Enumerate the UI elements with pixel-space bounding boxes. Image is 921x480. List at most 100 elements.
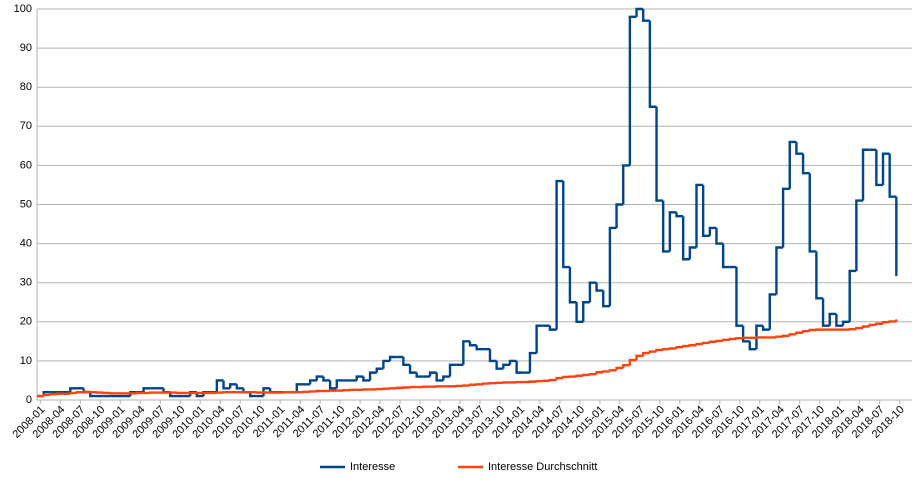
y-tick-label: 20 — [20, 316, 32, 328]
step-segment — [855, 199, 864, 271]
step-segment — [701, 184, 710, 237]
step-segment — [708, 340, 717, 343]
step-segment — [562, 375, 570, 379]
step-segment — [602, 290, 610, 308]
step-segment — [775, 335, 784, 338]
step-segment — [888, 320, 897, 323]
step-segment — [548, 325, 557, 331]
step-segment — [741, 325, 750, 343]
step-segment — [635, 354, 644, 361]
legend-label: Interesse Durchschnitt — [488, 461, 597, 473]
step-segment — [535, 324, 544, 354]
step-segment — [528, 351, 537, 373]
step-segment — [615, 366, 624, 371]
step-segment — [788, 333, 797, 336]
step-segment — [602, 370, 610, 373]
step-segment — [701, 341, 710, 345]
step-segment — [328, 380, 337, 390]
step-segment — [761, 325, 770, 331]
y-tick-label: 40 — [20, 238, 32, 250]
step-segment — [668, 347, 677, 350]
step-segment — [415, 372, 424, 378]
step-segment — [295, 383, 304, 393]
step-segment — [681, 216, 690, 261]
step-segment — [622, 364, 630, 368]
step-segment — [841, 320, 850, 326]
step-segment — [875, 149, 884, 187]
step-segment — [575, 374, 584, 377]
step-segment — [675, 212, 684, 218]
step-segment — [475, 345, 484, 351]
step-segment — [635, 7, 644, 17]
y-tick-label: 60 — [20, 159, 32, 171]
step-segment — [462, 340, 470, 365]
step-segment — [848, 269, 857, 322]
step-segment — [681, 344, 690, 348]
step-segment — [835, 313, 844, 327]
step-segment — [468, 341, 477, 347]
step-segment — [721, 243, 730, 269]
step-segment — [555, 179, 564, 330]
step-segment — [222, 380, 231, 390]
step-segment — [735, 337, 744, 340]
y-tick-label: 80 — [20, 81, 32, 93]
step-segment — [622, 164, 630, 205]
step-segment — [768, 293, 777, 330]
step-segment — [668, 211, 677, 252]
step-segment — [322, 376, 331, 382]
step-segment — [868, 323, 877, 327]
step-segment — [688, 344, 697, 347]
step-segment — [555, 376, 564, 381]
y-tick-label: 50 — [20, 198, 32, 210]
step-segment — [228, 383, 237, 389]
step-segment — [801, 153, 810, 175]
step-segment — [735, 267, 744, 327]
step-segment — [89, 392, 97, 398]
step-segment — [881, 152, 890, 185]
step-segment — [748, 341, 757, 351]
step-segment — [215, 379, 224, 393]
step-segment — [695, 342, 704, 346]
step-segment — [861, 325, 870, 329]
step-segment — [628, 358, 637, 366]
step-segment — [375, 367, 384, 373]
step-segment — [402, 356, 411, 367]
step-segment — [608, 226, 617, 307]
step-segment — [428, 371, 437, 377]
y-tick-label: 30 — [20, 277, 32, 289]
step-segment — [382, 359, 391, 369]
step-segment — [568, 267, 577, 304]
legend-label: Interesse — [350, 461, 395, 473]
step-segment — [888, 153, 897, 198]
y-tick-label: 100 — [14, 3, 32, 15]
step-segment — [815, 251, 824, 300]
step-segment — [875, 322, 884, 325]
step-segment — [388, 355, 397, 361]
step-segment — [795, 331, 804, 335]
step-segment — [615, 203, 624, 228]
step-segment — [142, 387, 151, 393]
step-segment — [75, 390, 84, 394]
step-segment — [69, 391, 77, 395]
step-segment — [881, 320, 890, 324]
step-segment — [368, 371, 377, 381]
step-segment — [488, 349, 497, 363]
step-segment — [235, 384, 244, 390]
step-segment — [755, 324, 764, 350]
step-segment — [808, 173, 817, 253]
step-segment — [308, 379, 317, 385]
step-segment — [335, 379, 344, 389]
step-segment — [608, 369, 617, 372]
step-segment — [362, 376, 371, 382]
step-segment — [828, 312, 837, 326]
step-segment — [355, 375, 364, 381]
step-segment — [781, 334, 790, 338]
step-segment — [595, 371, 604, 375]
step-segment — [808, 328, 817, 332]
step-segment — [801, 329, 810, 333]
step-segment — [582, 301, 590, 322]
step-segment — [448, 363, 457, 377]
step-segment — [502, 363, 510, 369]
step-segment — [661, 347, 670, 351]
step-segment — [628, 15, 637, 166]
